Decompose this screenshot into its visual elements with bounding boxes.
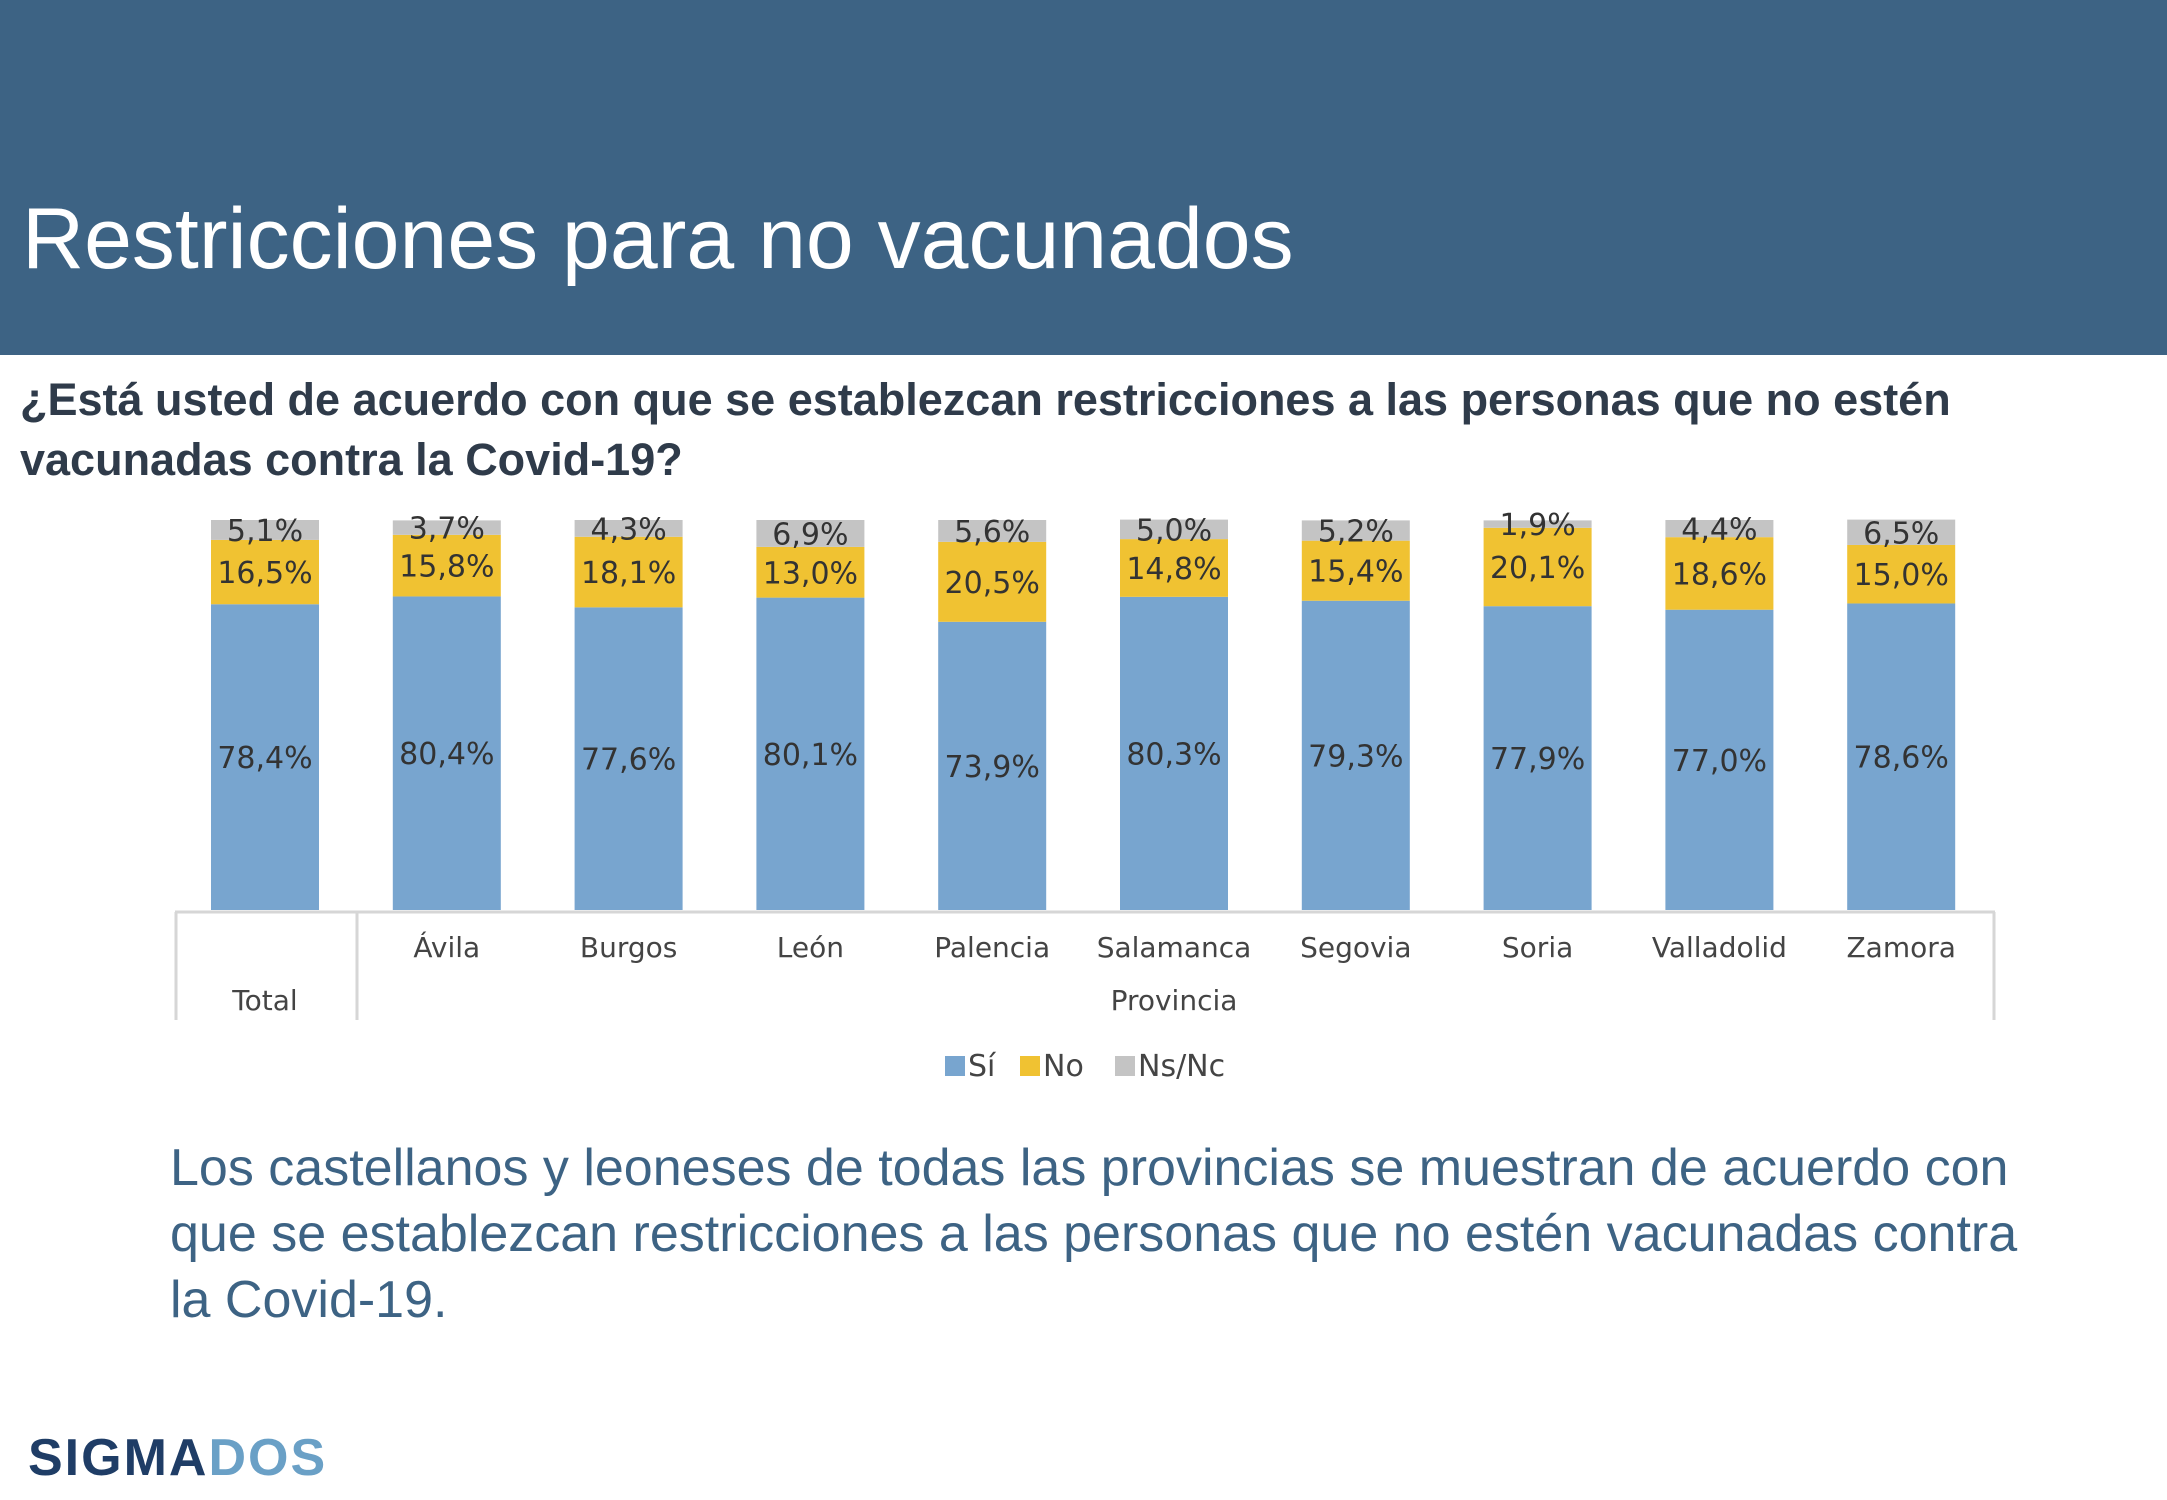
data-label: 77,9% — [1490, 742, 1585, 777]
bar-no-9 — [1847, 544, 1956, 604]
data-label: 1,9% — [1499, 508, 1575, 543]
summary-text: Los castellanos y leoneses de todas las … — [170, 1139, 2018, 1329]
survey-question: ¿Está usted de acuerdo con que se establ… — [20, 374, 1951, 485]
bar-nsnc-3 — [756, 520, 865, 547]
data-label: 5,2% — [1318, 515, 1394, 550]
data-label: 79,3% — [1308, 739, 1403, 774]
bar-nsnc-1 — [392, 520, 501, 535]
data-label: 77,6% — [581, 743, 676, 778]
bar-nsnc-6 — [1301, 520, 1410, 541]
legend: Sí No Ns/Nc — [945, 1049, 1225, 1084]
data-label: 15,0% — [1854, 558, 1949, 593]
data-label: 14,8% — [1126, 552, 1221, 587]
bars-layer — [211, 519, 1956, 910]
data-label: 20,5% — [945, 566, 1040, 601]
data-label: 13,0% — [763, 556, 858, 591]
bar-nsnc-7 — [1483, 520, 1592, 528]
x-tick-label: Burgos — [580, 931, 677, 964]
logo-part-1: SIGMA — [28, 1429, 209, 1487]
data-label: 15,4% — [1308, 555, 1403, 590]
logo-part-2: DOS — [208, 1429, 328, 1487]
data-label: 77,0% — [1672, 744, 1767, 779]
x-tick-label: Ávila — [413, 930, 480, 964]
page-title: Restricciones para no vacunados — [22, 191, 1294, 287]
data-label: 20,1% — [1490, 551, 1585, 586]
bar-no-6 — [1301, 540, 1410, 601]
bar-no-4 — [938, 541, 1047, 622]
data-label: 73,9% — [945, 750, 1040, 785]
legend-swatch-0 — [945, 1056, 965, 1076]
labels-layer: 78,4% 16,5% 5,1% 80,4% 15,8%3,7% Ávila 77,6% 18… — [217, 508, 1956, 1017]
data-label: 15,8% — [399, 550, 494, 585]
x-tick-label: Salamanca — [1097, 931, 1252, 964]
bar-s-6 — [1301, 600, 1410, 910]
x-tick-label: Zamora — [1846, 931, 1955, 964]
data-label: 80,1% — [763, 738, 858, 773]
bar-s-7 — [1483, 606, 1592, 910]
data-label: 5,1% — [227, 514, 303, 549]
bar-no-5 — [1120, 539, 1228, 597]
bar-nsnc-4 — [938, 520, 1047, 542]
x-tick-label: León — [777, 931, 844, 964]
x-group-label-provincia: Provincia — [1111, 984, 1238, 1017]
x-tick-label: Segovia — [1300, 931, 1411, 964]
header-banner — [0, 0, 2167, 355]
bar-no-3 — [756, 546, 865, 598]
bar-s-1 — [392, 596, 501, 910]
bar-s-4 — [938, 621, 1047, 910]
bar-no-2 — [574, 536, 683, 608]
legend-label-0: Sí — [968, 1049, 997, 1084]
bar-nsnc-9 — [1847, 519, 1956, 545]
data-label: 18,6% — [1672, 557, 1767, 592]
bar-no-0 — [211, 539, 319, 605]
x-tick-label: Palencia — [934, 931, 1050, 964]
data-label: 6,5% — [1863, 516, 1939, 551]
data-label: 5,0% — [1136, 513, 1212, 548]
data-label: 78,4% — [217, 741, 312, 776]
data-label: 4,3% — [590, 512, 666, 547]
bar-nsnc-5 — [1120, 519, 1228, 540]
bar-no-1 — [392, 534, 501, 597]
bar-no-8 — [1665, 537, 1774, 610]
data-label: 78,6% — [1854, 741, 1949, 776]
data-label: 4,4% — [1681, 513, 1757, 548]
bar-s-0 — [211, 604, 319, 910]
axis-table — [174, 910, 1996, 1020]
bar-s-3 — [756, 597, 865, 910]
bar-s-8 — [1665, 609, 1774, 910]
legend-label-2: Ns/Nc — [1138, 1049, 1225, 1084]
bar-s-2 — [574, 607, 683, 910]
bar-nsnc-0 — [211, 520, 319, 540]
data-label: 18,1% — [581, 556, 676, 591]
bar-s-5 — [1120, 596, 1228, 910]
bar-s-9 — [1847, 603, 1956, 910]
x-tick-label: Soria — [1502, 931, 1573, 964]
legend-swatch-2 — [1115, 1056, 1135, 1076]
bar-nsnc-8 — [1665, 520, 1774, 538]
bar-no-7 — [1483, 527, 1592, 607]
data-label: 5,6% — [954, 515, 1030, 550]
data-label: 6,9% — [772, 517, 848, 552]
data-label: 3,7% — [409, 512, 485, 547]
bar-nsnc-2 — [574, 520, 683, 537]
x-tick-label: Valladolid — [1652, 931, 1787, 964]
sigmados-logo: SIGMADOS — [28, 1428, 327, 1488]
data-label: 80,3% — [1126, 737, 1221, 772]
legend-swatch-1 — [1020, 1056, 1040, 1076]
data-label: 16,5% — [217, 556, 312, 591]
x-group-label-total: Total — [231, 984, 297, 1017]
legend-label-1: No — [1043, 1049, 1084, 1084]
stacked-bar-chart: 78,4% 16,5% 5,1% 80,4% 15,8%3,7% Ávila 77,6% 18… — [174, 508, 1996, 1084]
data-label: 80,4% — [399, 737, 494, 772]
